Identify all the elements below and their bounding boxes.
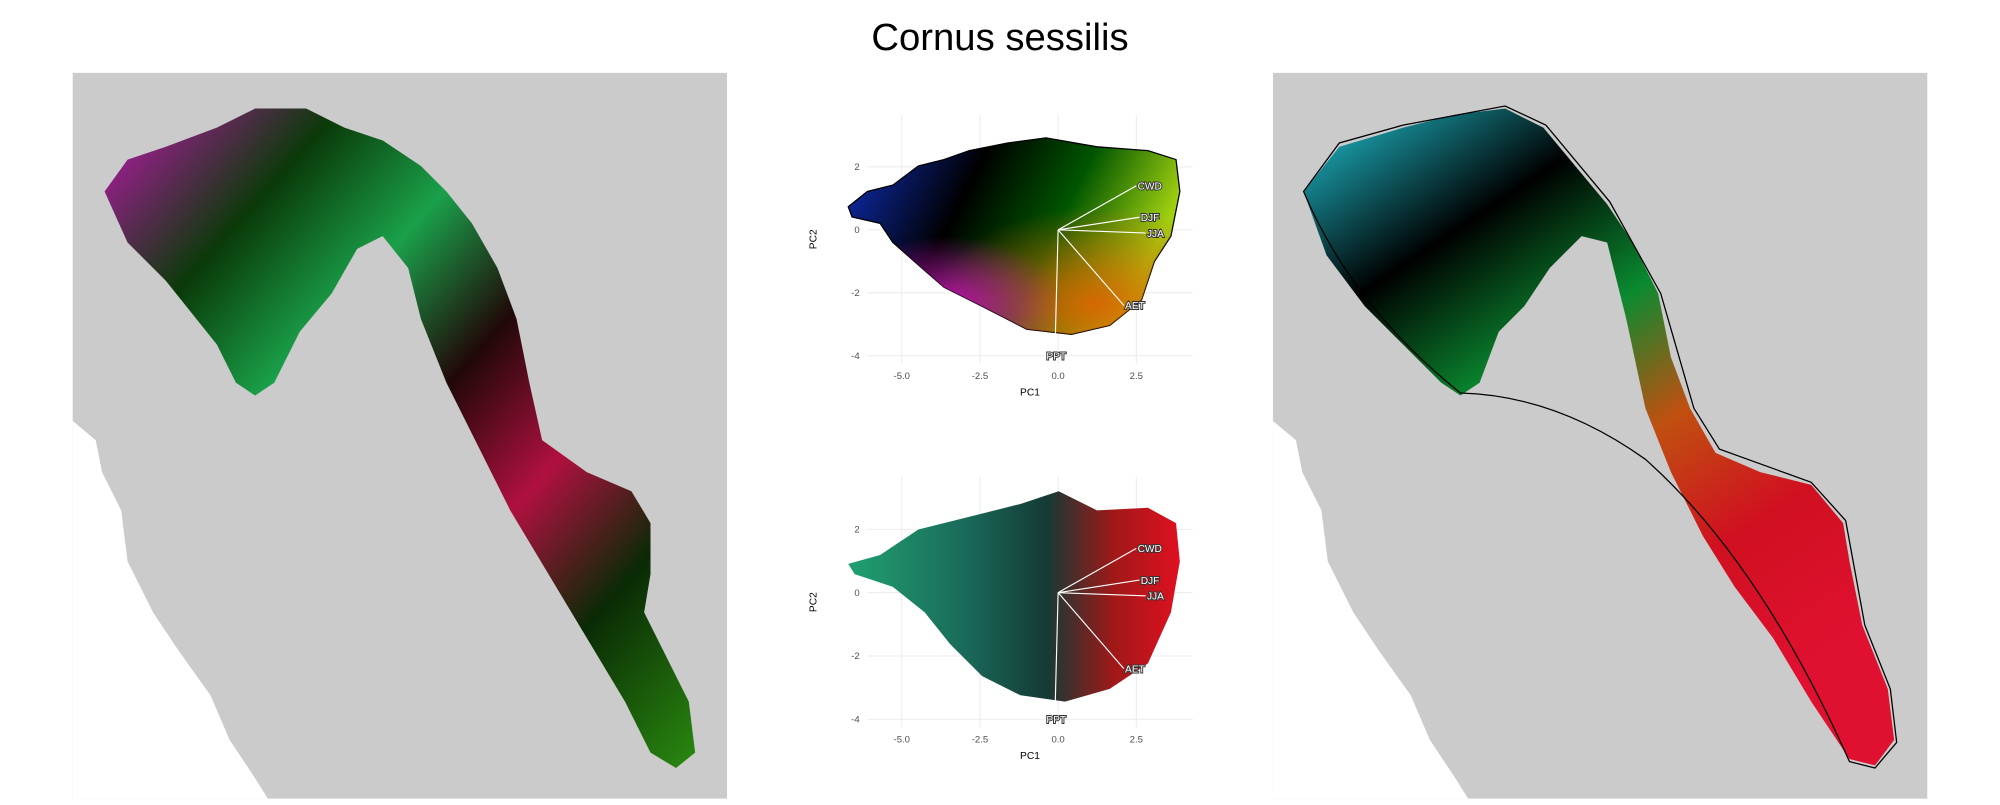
loading-vector <box>1058 579 1140 594</box>
x-tick-label: -5.0 <box>894 734 910 745</box>
x-tick-label: 2.5 <box>1130 734 1143 745</box>
y-tick-label: -4 <box>851 351 860 362</box>
y-tick-label: -4 <box>851 714 860 725</box>
vector-label: JJA <box>1147 592 1164 603</box>
y-axis-label: PC2 <box>808 592 819 612</box>
vector-label: CWD <box>1138 182 1162 193</box>
loading-vector <box>1058 216 1140 231</box>
loading-vector <box>1057 592 1125 669</box>
x-tick-label: 0.0 <box>1051 371 1064 382</box>
vector-label: JJA <box>1147 229 1164 240</box>
loading-vector <box>1057 229 1125 306</box>
y-tick-label: 0 <box>854 225 859 236</box>
y-axis-label: PC2 <box>808 229 819 249</box>
vector-label: AET <box>1125 301 1145 312</box>
loading-vector <box>1057 547 1137 594</box>
right-map <box>1272 72 1928 799</box>
loading-vector <box>1057 185 1137 231</box>
x-tick-label: 2.5 <box>1130 371 1143 382</box>
figure-title: Cornus sessilis <box>871 16 1128 59</box>
y-tick-label: -2 <box>851 651 860 662</box>
pca-cloud-bottom <box>848 491 1180 702</box>
loading-vector <box>1058 229 1146 234</box>
y-tick-label: -2 <box>851 288 860 299</box>
vector-label: CWD <box>1138 544 1162 555</box>
y-tick-label: 2 <box>854 525 859 536</box>
x-axis-label: PC1 <box>1020 388 1040 399</box>
x-tick-label: -2.5 <box>972 734 988 745</box>
pca-cloud-top <box>847 137 1181 335</box>
vector-label: AET <box>1125 664 1145 675</box>
vector-label: DJF <box>1141 576 1160 587</box>
loading-vector <box>1058 592 1146 597</box>
y-tick-label: 2 <box>854 162 859 173</box>
vector-label: PPT <box>1046 715 1066 726</box>
vector-label: PPT <box>1046 352 1066 363</box>
loading-vector <box>1054 229 1059 350</box>
x-axis-label: PC1 <box>1020 751 1040 762</box>
x-tick-label: -5.0 <box>894 371 910 382</box>
x-tick-label: -2.5 <box>972 371 988 382</box>
x-tick-label: 0.0 <box>1051 734 1064 745</box>
loading-vector <box>1054 592 1059 713</box>
left-map <box>72 72 728 799</box>
vector-label: DJF <box>1141 213 1160 224</box>
y-tick-label: 0 <box>854 588 859 599</box>
